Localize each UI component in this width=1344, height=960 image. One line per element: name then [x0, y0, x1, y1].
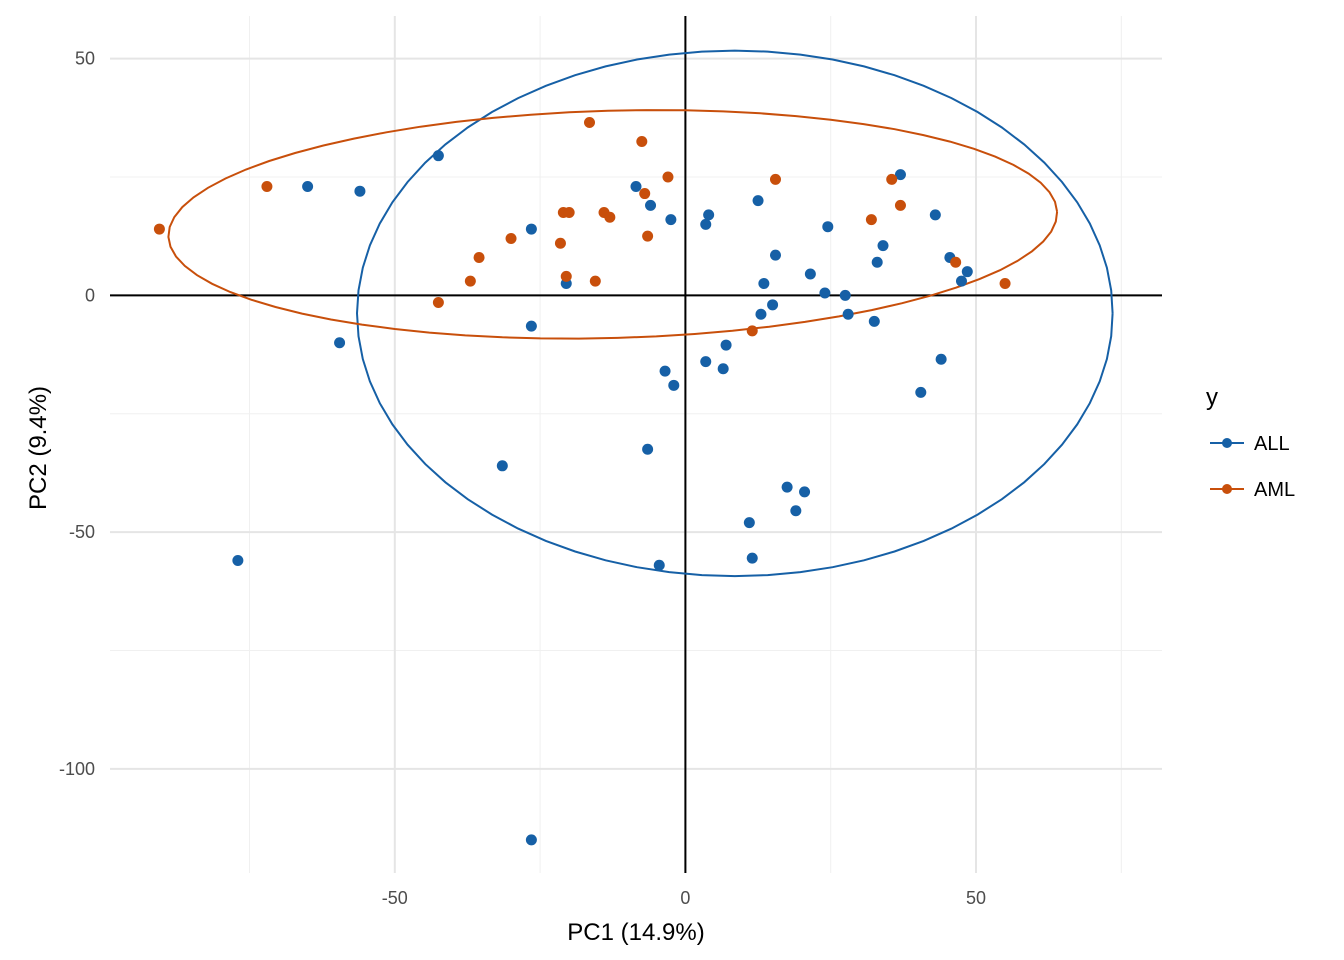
point-all: [877, 240, 889, 252]
point-all: [525, 834, 537, 846]
point-aml: [261, 180, 273, 192]
point-all: [758, 278, 770, 290]
data-points: [153, 117, 1011, 846]
point-all: [354, 185, 366, 197]
ellipse-all: [355, 49, 1114, 578]
point-all: [665, 214, 677, 226]
x-tick-label: 50: [966, 888, 986, 908]
y-tick-label: -50: [69, 522, 95, 542]
point-all: [955, 275, 967, 287]
minor-gridlines: [110, 16, 1162, 873]
point-all: [720, 339, 732, 351]
confidence-ellipses: [167, 49, 1114, 578]
point-all: [496, 460, 508, 472]
major-gridlines: [110, 16, 1162, 873]
point-all: [432, 150, 444, 162]
legend-title: y: [1206, 384, 1218, 411]
point-aml: [636, 135, 648, 147]
point-all: [668, 379, 680, 391]
point-aml: [865, 214, 877, 226]
y-axis-title: PC2 (9.4%): [25, 386, 52, 510]
point-aml: [894, 199, 906, 211]
point-all: [653, 559, 665, 571]
x-axis-title: PC1 (14.9%): [567, 919, 704, 946]
x-tick-label: 0: [680, 888, 690, 908]
reference-lines: [110, 16, 1162, 873]
legend: y ALL AML: [1206, 384, 1295, 501]
point-all: [645, 199, 657, 211]
point-all: [630, 180, 642, 192]
point-aml: [153, 223, 165, 235]
point-all: [525, 320, 537, 332]
point-aml: [642, 230, 654, 242]
legend-label-aml: AML: [1254, 479, 1295, 501]
point-all: [769, 249, 781, 261]
point-aml: [950, 256, 962, 268]
point-all: [799, 486, 811, 498]
point-aml: [589, 275, 601, 287]
point-all: [822, 221, 834, 233]
point-aml: [639, 188, 651, 200]
point-aml: [473, 251, 485, 263]
y-axis-tick-labels: 50 0 -50 -100: [59, 49, 95, 779]
point-aml: [886, 173, 898, 185]
point-all: [894, 169, 906, 181]
point-all: [961, 266, 973, 278]
point-aml: [554, 237, 566, 249]
point-aml: [505, 233, 517, 245]
point-all: [703, 209, 715, 221]
point-aml: [432, 296, 444, 308]
point-aml: [746, 325, 758, 337]
x-axis-tick-labels: -50 0 50: [382, 888, 986, 908]
point-all: [700, 218, 712, 230]
point-all: [804, 268, 816, 280]
legend-key-dot-all: [1222, 438, 1232, 448]
point-aml: [563, 206, 575, 218]
legend-entry-all: ALL: [1210, 433, 1290, 455]
legend-label-all: ALL: [1254, 433, 1290, 455]
point-all: [935, 353, 947, 365]
point-all: [232, 555, 244, 567]
point-all: [755, 308, 767, 320]
point-all: [767, 299, 779, 311]
point-all: [659, 365, 671, 377]
x-tick-label: -50: [382, 888, 408, 908]
point-all: [819, 287, 831, 299]
legend-key-dot-aml: [1222, 484, 1232, 494]
y-tick-label: -100: [59, 759, 95, 779]
point-all: [717, 363, 729, 375]
point-all: [842, 308, 854, 320]
point-aml: [662, 171, 674, 183]
point-all: [839, 289, 851, 301]
point-all: [746, 552, 758, 564]
point-aml: [769, 173, 781, 185]
point-all: [790, 505, 802, 517]
point-all: [700, 356, 712, 368]
point-aml: [999, 278, 1011, 290]
point-all: [929, 209, 941, 221]
legend-entry-aml: AML: [1210, 479, 1295, 501]
point-all: [642, 443, 654, 455]
point-aml: [560, 270, 572, 282]
point-all: [915, 386, 927, 398]
point-all: [871, 256, 883, 268]
point-aml: [464, 275, 476, 287]
y-tick-label: 0: [85, 285, 95, 305]
point-aml: [604, 211, 616, 223]
y-tick-label: 50: [75, 49, 95, 69]
point-all: [334, 337, 346, 349]
point-aml: [584, 117, 596, 129]
point-all: [752, 195, 764, 207]
point-all: [781, 481, 793, 493]
ellipse-aml: [167, 109, 1059, 340]
point-all: [868, 315, 880, 327]
point-all: [525, 223, 537, 235]
point-all: [302, 180, 314, 192]
point-all: [743, 517, 755, 529]
